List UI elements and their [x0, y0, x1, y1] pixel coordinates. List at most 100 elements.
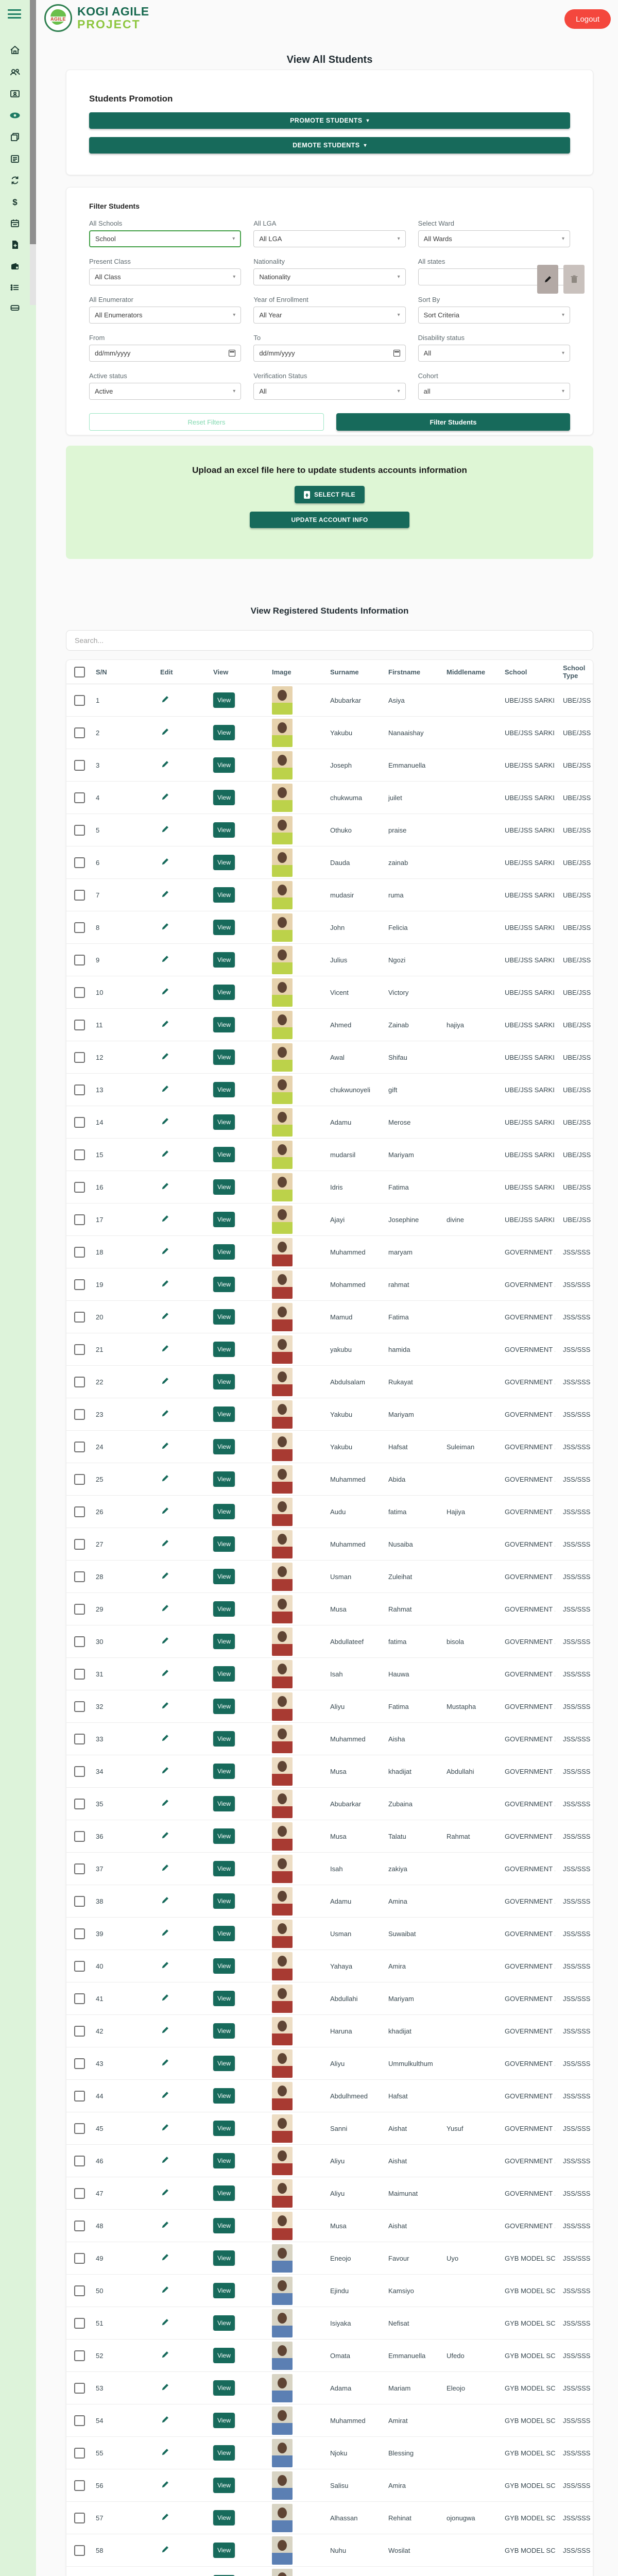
row-checkbox[interactable] — [74, 922, 85, 933]
home-icon[interactable] — [9, 44, 21, 56]
row-checkbox[interactable] — [74, 1019, 85, 1030]
edit-row-button[interactable] — [160, 1214, 170, 1225]
view-row-button[interactable]: View — [213, 1017, 235, 1032]
row-checkbox[interactable] — [74, 2350, 85, 2361]
row-checkbox[interactable] — [74, 1733, 85, 1744]
view-row-button[interactable]: View — [213, 2575, 235, 2576]
edit-row-button[interactable] — [160, 2317, 170, 2329]
row-checkbox[interactable] — [74, 1116, 85, 1128]
view-row-button[interactable]: View — [213, 2380, 235, 2396]
edit-row-button[interactable] — [160, 2382, 170, 2394]
view-row-button[interactable]: View — [213, 1309, 235, 1325]
edit-row-button[interactable] — [160, 2155, 170, 2166]
view-row-button[interactable]: View — [213, 2056, 235, 2071]
view-row-button[interactable]: View — [213, 1926, 235, 1941]
edit-row-button[interactable] — [160, 2545, 170, 2556]
edit-row-button[interactable] — [160, 1895, 170, 1907]
row-checkbox[interactable] — [74, 1506, 85, 1517]
row-checkbox[interactable] — [74, 1344, 85, 1355]
view-row-button[interactable]: View — [213, 1406, 235, 1422]
view-row-button[interactable]: View — [213, 1828, 235, 1844]
list-icon[interactable] — [9, 281, 21, 294]
sidebar-scrollbar[interactable] — [30, 0, 36, 305]
edit-row-button[interactable] — [160, 1863, 170, 1874]
nationality-select[interactable]: Nationality ▾ — [253, 268, 406, 285]
cohort-select[interactable]: all ▾ — [418, 383, 570, 400]
edit-row-button[interactable] — [160, 792, 170, 803]
view-row-button[interactable]: View — [213, 1601, 235, 1617]
update-account-info-button[interactable]: UPDATE ACCOUNT INFO — [250, 512, 409, 528]
reset-filters-button[interactable]: Reset Filters — [89, 413, 324, 431]
edit-row-button[interactable] — [160, 2512, 170, 2523]
edit-row-button[interactable] — [160, 1960, 170, 1972]
edit-row-button[interactable] — [160, 954, 170, 965]
view-row-button[interactable]: View — [213, 1439, 235, 1454]
view-row-button[interactable]: View — [213, 2218, 235, 2233]
view-row-button[interactable]: View — [213, 855, 235, 870]
row-checkbox[interactable] — [74, 1603, 85, 1615]
view-row-button[interactable]: View — [213, 1342, 235, 1357]
present-class-select[interactable]: All Class ▾ — [89, 268, 242, 285]
row-checkbox[interactable] — [74, 1279, 85, 1290]
view-row-button[interactable]: View — [213, 725, 235, 740]
view-row-button[interactable]: View — [213, 2088, 235, 2104]
edit-row-button[interactable] — [160, 1603, 170, 1615]
sync-icon[interactable] — [9, 174, 21, 187]
edit-row-button[interactable] — [160, 889, 170, 901]
edit-row-button[interactable] — [160, 1668, 170, 1680]
view-row-button[interactable]: View — [213, 1114, 235, 1130]
row-checkbox[interactable] — [74, 2545, 85, 2556]
row-checkbox[interactable] — [74, 1571, 85, 1582]
row-checkbox[interactable] — [74, 792, 85, 803]
view-row-button[interactable]: View — [213, 1666, 235, 1682]
verification-status-select[interactable]: All ▾ — [253, 383, 406, 400]
view-row-button[interactable]: View — [213, 2153, 235, 2168]
edit-row-button[interactable] — [160, 1116, 170, 1128]
edit-row-button[interactable] — [160, 2123, 170, 2134]
row-checkbox[interactable] — [74, 1928, 85, 1939]
row-checkbox[interactable] — [74, 694, 85, 706]
edit-row-button[interactable] — [160, 1019, 170, 1030]
view-row-button[interactable]: View — [213, 2283, 235, 2298]
edit-row-button[interactable] — [160, 1181, 170, 1193]
row-checkbox[interactable] — [74, 2285, 85, 2296]
edit-row-button[interactable] — [160, 1506, 170, 1517]
view-row-button[interactable]: View — [213, 1731, 235, 1747]
view-row-button[interactable]: View — [213, 2510, 235, 2526]
view-row-button[interactable]: View — [213, 1861, 235, 1876]
view-row-button[interactable]: View — [213, 1082, 235, 1097]
view-row-button[interactable]: View — [213, 985, 235, 1000]
copy-icon[interactable] — [9, 131, 21, 143]
row-checkbox[interactable] — [74, 1766, 85, 1777]
view-row-button[interactable]: View — [213, 1536, 235, 1552]
row-checkbox[interactable] — [74, 2317, 85, 2329]
view-row-button[interactable]: View — [213, 952, 235, 968]
view-row-button[interactable]: View — [213, 887, 235, 903]
view-row-button[interactable]: View — [213, 1991, 235, 2006]
row-checkbox[interactable] — [74, 1831, 85, 1842]
disability-status-select[interactable]: All ▾ — [418, 345, 570, 362]
edit-row-button[interactable] — [160, 2350, 170, 2361]
edit-row-button[interactable] — [160, 2285, 170, 2296]
edit-row-button[interactable] — [160, 2220, 170, 2231]
view-row-button[interactable]: View — [213, 1212, 235, 1227]
edit-row-button[interactable] — [160, 1441, 170, 1452]
edit-row-button[interactable] — [160, 1928, 170, 1939]
view-row-button[interactable]: View — [213, 2121, 235, 2136]
edit-row-button[interactable] — [160, 1636, 170, 1647]
edit-row-button[interactable] — [160, 1344, 170, 1355]
search-input[interactable] — [66, 630, 593, 651]
row-checkbox[interactable] — [74, 1052, 85, 1063]
edit-row-button[interactable] — [160, 1052, 170, 1063]
row-checkbox[interactable] — [74, 1993, 85, 2004]
view-row-button[interactable]: View — [213, 1893, 235, 1909]
edit-row-button[interactable] — [160, 1376, 170, 1387]
row-checkbox[interactable] — [74, 954, 85, 965]
row-checkbox[interactable] — [74, 1181, 85, 1193]
view-row-button[interactable]: View — [213, 1569, 235, 1584]
eye-icon[interactable] — [9, 109, 21, 122]
edit-row-button[interactable] — [160, 1701, 170, 1712]
view-row-button[interactable]: View — [213, 1764, 235, 1779]
edit-row-button[interactable] — [160, 1149, 170, 1160]
promote-students-button[interactable]: PROMOTE STUDENTS ▾ — [89, 112, 570, 129]
